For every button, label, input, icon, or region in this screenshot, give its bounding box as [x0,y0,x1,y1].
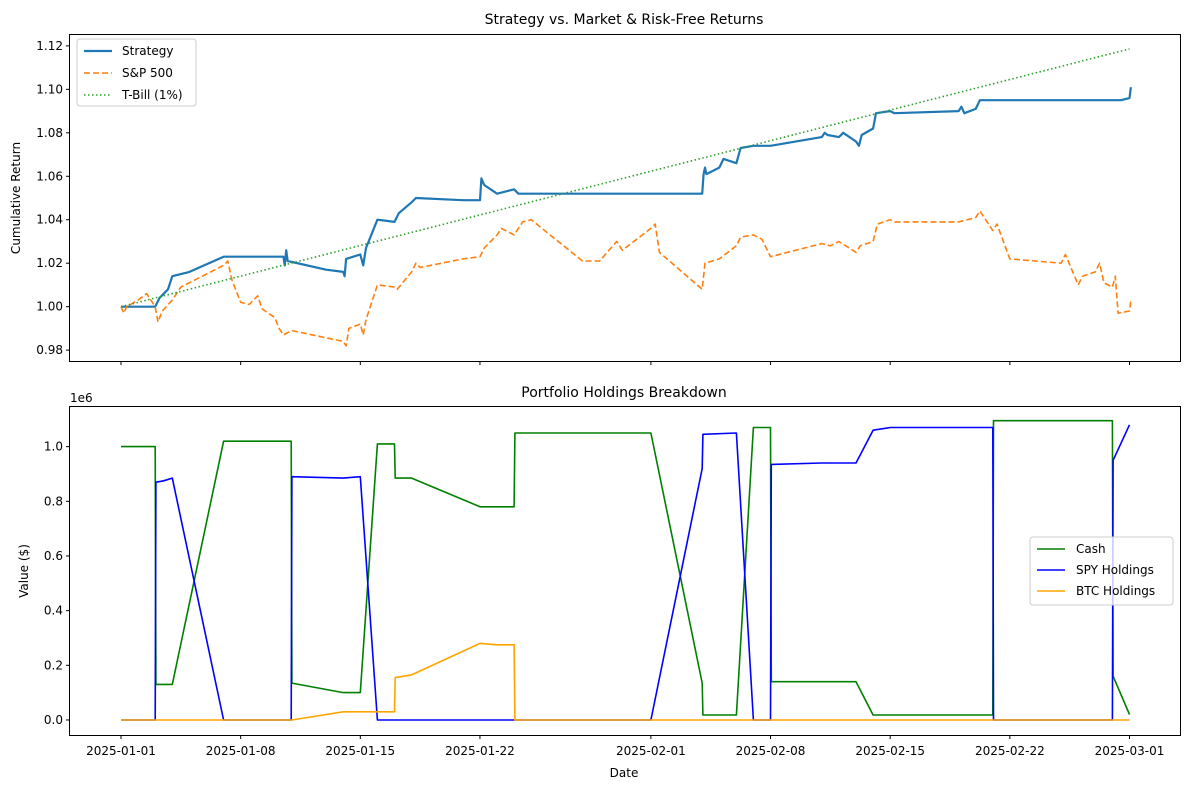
returns-series [120,48,1132,347]
returns-y-tick-label: 1.04 [36,213,63,227]
legend-label-sp500: S&P 500 [122,66,173,80]
holdings-y-tick-label: 0.4 [44,604,63,618]
holdings-y-tick-label: 0.2 [44,658,63,672]
legend-label-spy: SPY Holdings [1076,563,1154,577]
returns-y-tick-label: 1.10 [36,82,63,96]
holdings-x-tick-label: 2025-03-01 [1095,744,1165,758]
holdings-x-tick-label: 2025-02-22 [975,744,1045,758]
legend-label-tbill: T-Bill (1%) [121,88,183,102]
holdings-x-tick-label: 2025-01-01 [86,744,156,758]
returns-y-ticks: 0.98 1.00 1.02 1.04 1.06 1.08 1.10 1.12 [36,39,70,357]
returns-legend-box [76,38,197,107]
returns-y-tick-label: 1.06 [36,169,63,183]
legend-label-btc: BTC Holdings [1076,584,1155,598]
holdings-y-tick-label: 0.6 [44,549,63,563]
holdings-x-ticks: 2025-01-01 2025-01-08 2025-01-15 2025-01-22… [86,735,1164,758]
holdings-x-tick-label: 2025-01-08 [206,744,276,758]
holdings-series-btc-holdings-line [121,642,1130,721]
returns-series-strategy-line [121,87,1132,308]
holdings-series-cash-line [121,419,1131,716]
holdings-series-spy-holdings-line [121,424,1131,721]
holdings-x-tick-label: 2025-02-08 [736,744,806,758]
returns-plot-frame [69,34,1181,362]
returns-y-tick-label: 1.02 [36,256,63,270]
holdings-x-tick-label: 2025-02-15 [855,744,925,758]
holdings-legend-box [1029,536,1174,606]
returns-series-s-p-500-line [120,210,1132,347]
holdings-legend: Cash SPY Holdings BTC Holdings [1029,536,1174,606]
returns-y-tick-label: 1.12 [36,39,63,53]
holdings-chart: Portfolio Holdings Breakdown 1e6 0.00.20… [17,385,1181,780]
legend-label-strategy: Strategy [122,44,173,58]
holdings-y-ticks: 0.0 0.2 0.4 0.6 0.8 1.0 [44,440,70,727]
holdings-series [121,419,1131,721]
holdings-x-axis-label: Date [610,766,639,780]
holdings-x-tick-label: 2025-01-22 [445,744,515,758]
holdings-x-tick-label: 2025-01-15 [325,744,395,758]
returns-y-tick-label: 1.00 [36,300,63,314]
returns-series-t-bill-1-line [120,48,1130,308]
legend-label-cash: Cash [1076,542,1106,556]
returns-y-tick-label: 0.98 [36,343,63,357]
returns-chart: Strategy vs. Market & Risk-Free Returns … [9,12,1181,365]
holdings-x-tick-label: 2025-02-01 [616,744,686,758]
holdings-y-axis-label: Value ($) [17,544,31,598]
holdings-y-tick-label: 0.0 [44,713,63,727]
returns-legend: Strategy S&P 500 T-Bill (1%) [76,38,197,107]
returns-y-axis-label: Cumulative Return [9,142,23,254]
holdings-chart-title: Portfolio Holdings Breakdown [521,385,726,401]
returns-y-tick-label: 1.08 [36,126,63,140]
holdings-scale-label: 1e6 [70,391,93,405]
holdings-y-tick-label: 0.8 [44,494,63,508]
holdings-plot-frame [69,406,1181,736]
holdings-y-tick-label: 1.0 [44,440,63,454]
returns-chart-title: Strategy vs. Market & Risk-Free Returns [485,12,764,28]
